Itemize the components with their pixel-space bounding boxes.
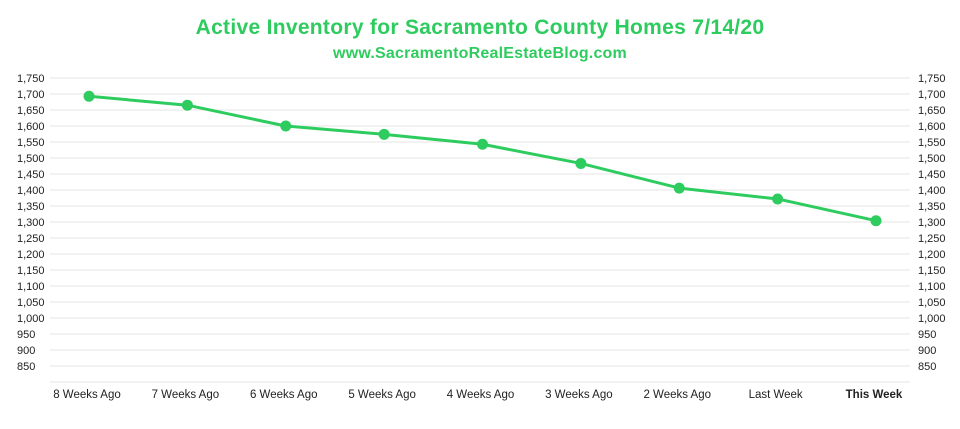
y-tick-label-right: 1,000: [918, 313, 946, 325]
y-tick-label-right: 1,200: [918, 249, 946, 261]
y-tick-label-left: 1,050: [17, 297, 45, 309]
data-point: [870, 215, 882, 227]
y-tick-label-left: 1,600: [17, 121, 45, 133]
data-point: [378, 128, 390, 140]
y-tick-label-left: 1,500: [17, 153, 45, 165]
y-tick-label-left: 1,400: [17, 185, 45, 197]
y-tick-label-left: 1,700: [17, 89, 45, 101]
x-tick-label: 4 Weeks Ago: [447, 389, 515, 401]
y-tick-label-left: 1,200: [17, 249, 45, 261]
y-tick-label-left: 850: [17, 361, 35, 373]
y-tick-label-left: 1,450: [17, 169, 45, 181]
y-tick-label-left: 1,250: [17, 233, 45, 245]
y-tick-label-left: 1,100: [17, 281, 45, 293]
chart-title: Active Inventory for Sacramento County H…: [195, 16, 765, 39]
y-tick-label-right: 1,100: [918, 281, 946, 293]
data-point: [181, 99, 193, 111]
y-tick-label-right: 950: [918, 329, 936, 341]
x-tick-label: Last Week: [749, 389, 803, 401]
y-tick-label-right: 1,650: [918, 105, 946, 117]
y-tick-label-right: 1,350: [918, 201, 946, 213]
y-tick-label-right: 1,500: [918, 153, 946, 165]
y-tick-label-left: 1,000: [17, 313, 45, 325]
chart-subtitle: www.SacramentoRealEstateBlog.com: [333, 45, 627, 62]
x-tick-label: 8 Weeks Ago: [53, 389, 121, 401]
data-point: [772, 193, 784, 205]
y-tick-label-left: 1,750: [17, 73, 45, 85]
y-tick-label-right: 1,250: [918, 233, 946, 245]
y-tick-label-right: 900: [918, 345, 936, 357]
y-tick-label-right: 1,750: [918, 73, 946, 85]
data-point: [83, 90, 95, 102]
x-tick-label: 6 Weeks Ago: [250, 389, 318, 401]
y-tick-label-right: 1,150: [918, 265, 946, 277]
y-tick-label-right: 1,450: [918, 169, 946, 181]
y-tick-label-right: 1,700: [918, 89, 946, 101]
x-tick-label: 7 Weeks Ago: [152, 389, 220, 401]
data-point: [673, 182, 685, 194]
y-tick-label-right: 1,400: [918, 185, 946, 197]
x-tick-label: This Week: [846, 389, 903, 401]
y-tick-label-left: 1,150: [17, 265, 45, 277]
y-tick-label-right: 1,550: [918, 137, 946, 149]
y-tick-label-right: 850: [918, 361, 936, 373]
y-tick-label-left: 1,550: [17, 137, 45, 149]
y-tick-label-right: 1,300: [918, 217, 946, 229]
y-tick-label-right: 1,050: [918, 297, 946, 309]
data-point: [477, 138, 488, 150]
y-tick-label-left: 950: [17, 329, 35, 341]
x-tick-label: 2 Weeks Ago: [643, 389, 711, 401]
y-tick-label-right: 1,600: [918, 121, 946, 133]
y-tick-label-left: 1,350: [17, 201, 45, 213]
y-tick-label-left: 1,300: [17, 217, 45, 229]
data-point: [280, 120, 292, 132]
y-tick-label-left: 1,650: [17, 105, 45, 117]
x-tick-label: 3 Weeks Ago: [545, 389, 613, 401]
y-tick-label-left: 900: [17, 345, 35, 357]
data-point: [575, 157, 587, 169]
x-tick-label: 5 Weeks Ago: [348, 389, 416, 401]
